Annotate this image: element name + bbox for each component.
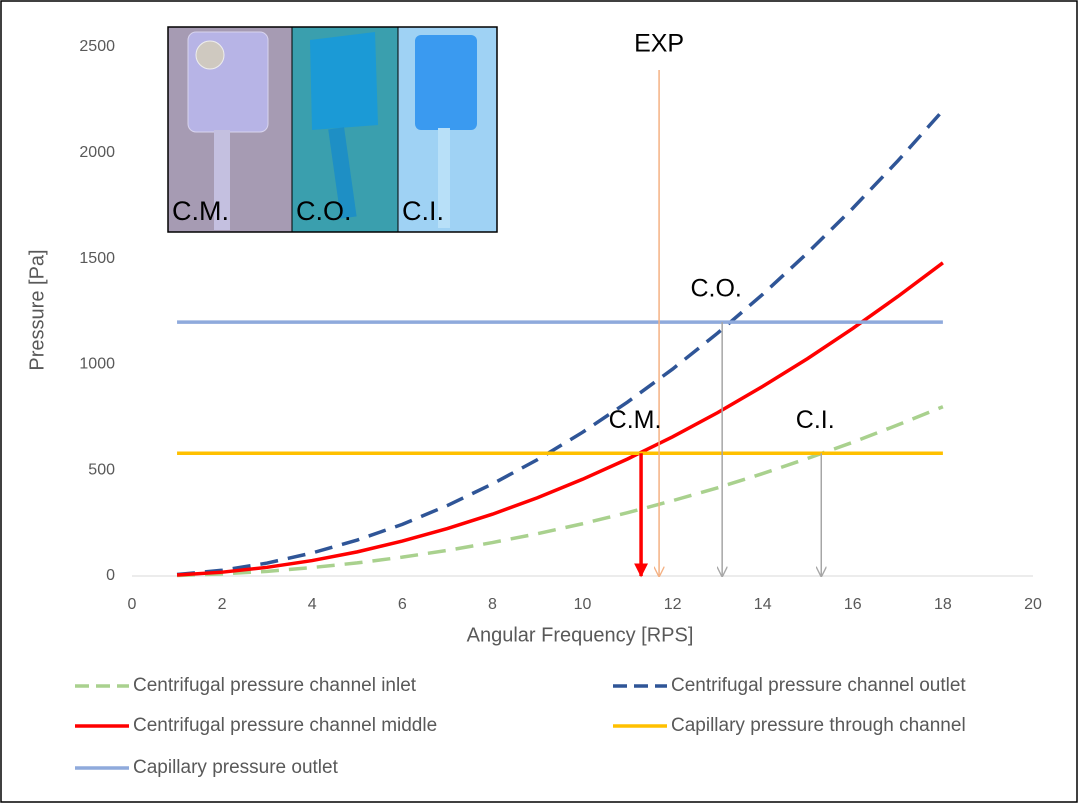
legend-label: Centrifugal pressure channel middle [133, 715, 437, 736]
x-tick-label: 16 [844, 596, 862, 613]
x-tick-label: 20 [1024, 596, 1042, 613]
annotation-label: EXP [634, 30, 684, 58]
legend-label: Capillary pressure through channel [671, 715, 966, 736]
y-tick-label: 2000 [79, 144, 115, 161]
y-tick-label: 2500 [79, 38, 115, 55]
y-tick-label: 1000 [79, 356, 115, 373]
page: {"chart_data": {"type": "line", "x_label… [0, 0, 1078, 803]
annotation-label: C.M. [609, 406, 662, 434]
inset-label: C.I. [402, 196, 444, 226]
legend-label: Centrifugal pressure channel outlet [671, 675, 966, 696]
inset-label: C.O. [296, 196, 352, 226]
y-tick-label: 0 [106, 567, 115, 584]
chart: Pressure [Pa] Angular Frequency [RPS] C.… [0, 0, 1078, 803]
x-axis-label: Angular Frequency [RPS] [467, 624, 694, 646]
device [415, 35, 477, 130]
device-hole [196, 41, 224, 69]
x-tick-label: 12 [664, 596, 682, 613]
annotation-label: C.I. [796, 406, 835, 434]
y-tick-label: 1500 [79, 250, 115, 267]
inset-photo: C.M. C.O. C.I. [168, 27, 497, 232]
y-tick-label: 500 [88, 461, 115, 478]
x-tick-label: 14 [754, 596, 772, 613]
x-tick-label: 2 [218, 596, 227, 613]
y-axis-label: Pressure [Pa] [26, 249, 48, 370]
x-tick-label: 8 [488, 596, 497, 613]
device [310, 32, 378, 130]
legend-label: Centrifugal pressure channel inlet [133, 675, 417, 696]
x-tick-label: 0 [128, 596, 137, 613]
x-tick-label: 18 [934, 596, 952, 613]
inset-label: C.M. [172, 196, 229, 226]
x-tick-label: 6 [398, 596, 407, 613]
x-tick-label: 10 [574, 596, 592, 613]
annotation-label: C.O. [690, 275, 741, 303]
x-tick-label: 4 [308, 596, 317, 613]
legend-label: Capillary pressure outlet [133, 757, 339, 778]
